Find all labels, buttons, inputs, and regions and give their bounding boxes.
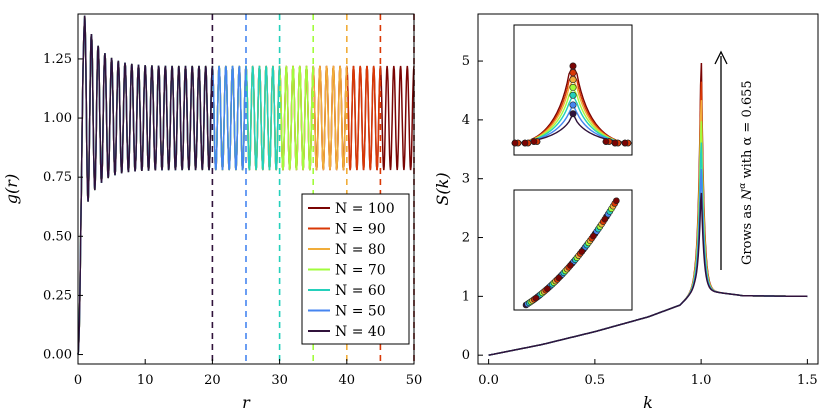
inset-scaling-point [578, 248, 586, 255]
y-tick-label: 5 [462, 54, 470, 69]
inset-scaling-point [601, 215, 609, 223]
inset-scaling-point [613, 197, 620, 205]
inset-tail-point [530, 138, 538, 145]
inset-scaling-point [590, 232, 597, 240]
legend-box [301, 193, 410, 345]
legend-label: N = 70 [335, 263, 386, 279]
inset-tail-point [621, 139, 629, 147]
y-tick-label: 4 [462, 113, 470, 128]
legend-label: N = 60 [335, 283, 386, 299]
inset-peak-point [569, 91, 577, 99]
left-plot-frame [77, 13, 415, 365]
x-tick-label: 20 [204, 373, 221, 388]
inset-peak-point [569, 101, 577, 109]
y-tick-label: 1.00 [43, 111, 72, 126]
y-tick-label: 1.25 [43, 52, 72, 67]
inset-peak-point [569, 76, 577, 84]
inset-scaling-point [532, 294, 540, 302]
y-tick-label: 1 [462, 289, 470, 304]
inset-peak-point [569, 83, 577, 91]
inset-tail-point [611, 139, 619, 147]
inset-scaling-point [555, 274, 563, 282]
inset-peak-point [569, 69, 577, 77]
right-plot-frame [477, 13, 819, 365]
x-tick-label: 1.5 [797, 373, 818, 388]
x-tick-label: 0 [74, 373, 82, 388]
series-line-n40 [77, 15, 214, 355]
y-tick-label: 0.50 [43, 229, 72, 244]
x-tick-label: 50 [406, 373, 423, 388]
x-tick-label: 0.0 [478, 373, 499, 388]
y-tick-label: 0.75 [43, 170, 72, 185]
x-tick-label: 0.5 [585, 373, 606, 388]
legend-label: N = 100 [335, 201, 395, 217]
inset-scaling-point [567, 262, 574, 269]
g-of-r-series [77, 15, 415, 355]
right-axis-ticks: 0.0 0.5 1.0 1.5 0 1 2 3 4 5 [462, 54, 818, 388]
right-x-axis-label: k [643, 393, 653, 412]
legend-label: N = 90 [335, 222, 386, 238]
y-tick-label: 0.25 [43, 288, 72, 303]
pair-correlation-panel: 0 10 20 30 40 50 0.00 0.25 0.50 0.75 1.00 1.25 r g(… [2, 13, 422, 412]
y-tick-label: 3 [462, 172, 470, 187]
y-tick-label: 0 [462, 348, 470, 363]
legend-label: N = 40 [335, 324, 386, 340]
left-y-axis-label: g(r) [2, 174, 21, 204]
inset-peak-point [569, 110, 577, 118]
growth-annotation-text: Grows as Nα with α = 0.655 [738, 80, 755, 265]
insets [511, 24, 633, 311]
inset-tail-point [602, 138, 610, 145]
inset-tail-point [521, 139, 529, 147]
inset-scaling-point [544, 285, 551, 293]
legend: N = 100 N = 90 N = 80 N = 70 N = 60 N = 50 N =… [301, 193, 410, 345]
peak-scaling-inset [513, 189, 633, 311]
growth-annotation: Grows as Nα with α = 0.655 [714, 50, 755, 270]
left-axis-ticks: 0 10 20 30 40 50 0.00 0.25 0.50 0.75 1.00 1.25 [43, 52, 422, 388]
legend-label: N = 80 [335, 242, 386, 258]
s-of-k-series [488, 62, 808, 356]
x-tick-label: 40 [339, 373, 356, 388]
y-tick-label: 2 [462, 231, 470, 246]
series-line-n70 [77, 15, 314, 355]
series-line-n50 [77, 15, 247, 355]
inset-peak-point [569, 62, 577, 70]
arrowhead-icon [714, 50, 728, 65]
inset-tail-point [511, 139, 519, 147]
structure-factor-panel: 0.0 0.5 1.0 1.5 0 1 2 3 4 5 k S(k) Grows as Nα wi… [433, 13, 819, 412]
peak-collapse-inset [511, 24, 633, 156]
y-tick-label: 0.00 [43, 348, 72, 363]
left-x-axis-label: r [242, 393, 251, 412]
x-tick-label: 30 [271, 373, 288, 388]
right-y-axis-label: S(k) [433, 172, 452, 205]
x-tick-label: 10 [137, 373, 154, 388]
legend-label: N = 50 [335, 304, 386, 320]
x-tick-label: 1.0 [691, 373, 712, 388]
sk-line-n40 [488, 192, 808, 356]
